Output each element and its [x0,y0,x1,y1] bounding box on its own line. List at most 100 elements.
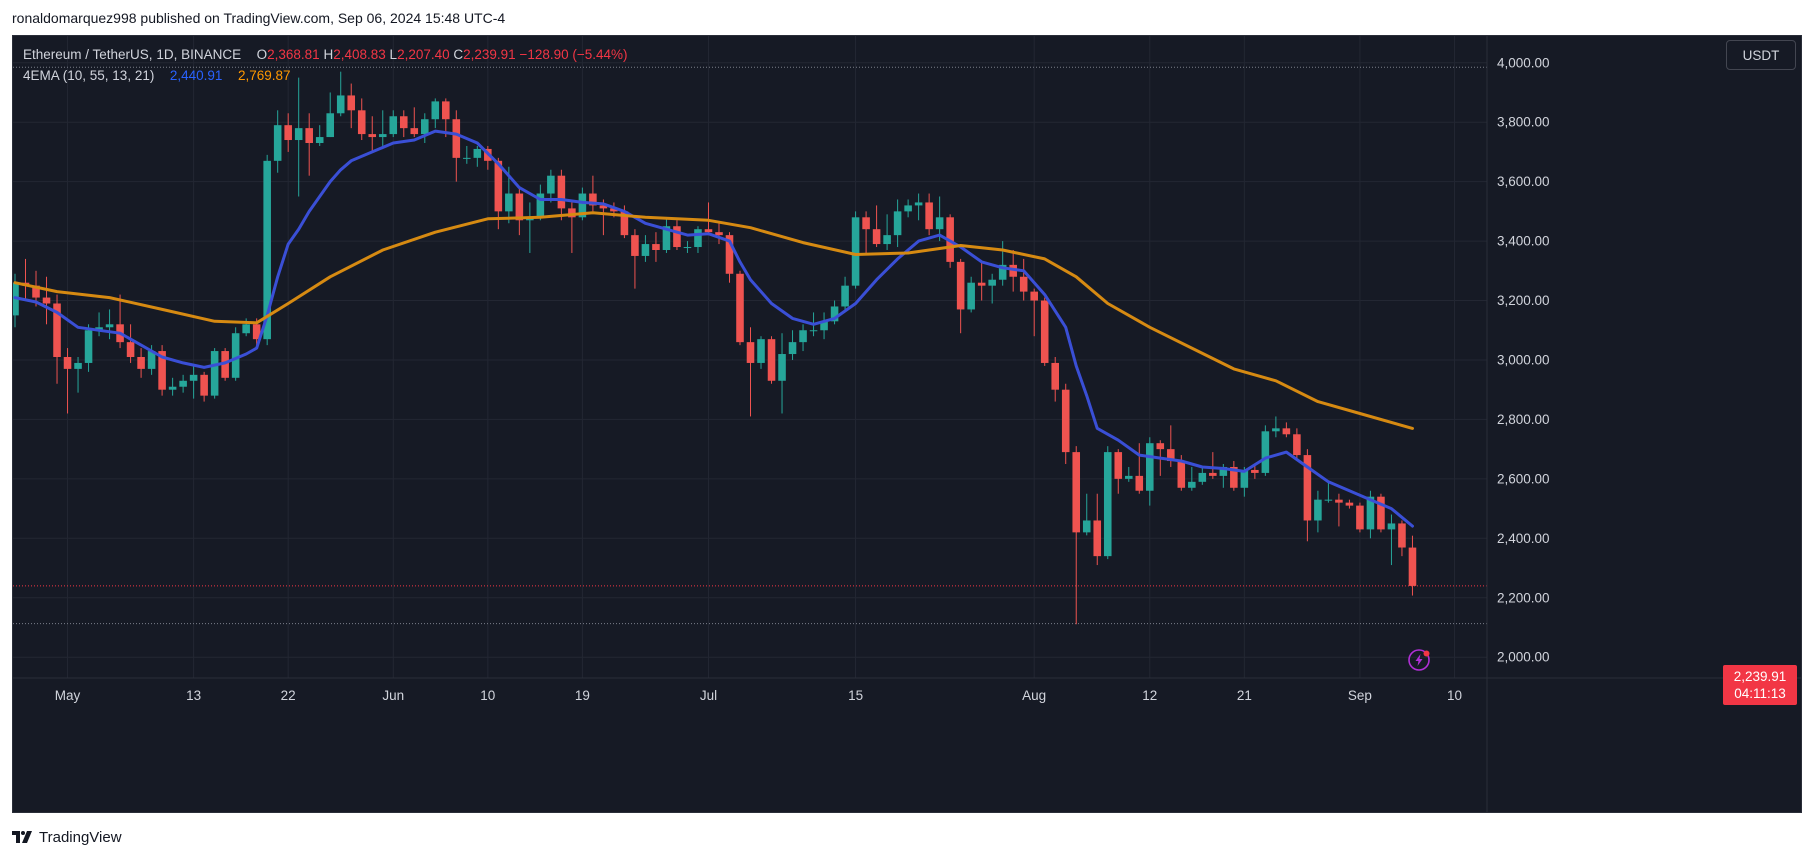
y-tick-label: 2,200.00 [1497,590,1550,605]
candle-down [599,205,608,209]
candlestick-chart[interactable]: 2,000.00 2,200.00 2,400.00 2,600.00 2,800.00… [13,36,1801,812]
candle-down [715,232,723,236]
low-value: 2,207.40 [397,47,450,62]
candle-up [147,351,156,369]
candle-down [1293,434,1301,456]
candle-up [473,148,482,158]
candle-up [998,264,1007,280]
candle-down [42,297,51,304]
candle-down [1356,505,1364,530]
candle-down [1303,455,1312,521]
candle-up [210,351,219,396]
candle-down [452,119,461,158]
indicator-name[interactable]: 4EMA (10, 55, 13, 21) [23,68,155,83]
candle-up [1103,452,1112,557]
candle-up [242,324,250,334]
y-tick-label: 3,600.00 [1497,174,1550,189]
candle-down [515,193,524,221]
currency-button[interactable]: USDT [1726,40,1796,70]
candle-down [652,244,660,250]
candle-down [137,357,145,369]
candle-up [95,327,103,331]
candle-up [326,113,334,138]
candle-up [830,306,839,322]
candle-up [536,193,545,218]
candle-up [1146,443,1154,491]
candle-up [914,202,923,206]
candle-down [862,217,870,230]
candle-down [1230,466,1238,488]
ema-slow-line [13,211,1414,430]
y-tick-label: 4,000.00 [1497,55,1550,70]
candle-up [84,330,93,363]
candle-up [505,193,513,212]
candle-down [1335,499,1343,503]
candle-up [189,374,198,381]
candle-down [126,342,135,357]
ema-fast-value: 2,440.91 [169,68,223,83]
x-tick-label: 12 [1142,688,1157,703]
low-label: L [389,47,398,62]
candle-down [494,160,503,212]
candle-up [463,157,471,159]
indicator-row: 4EMA (10, 55, 13, 21) 2,440.91 2,769.87 [23,65,628,86]
candle-up [431,101,440,120]
y-tick-label: 3,000.00 [1497,352,1550,367]
change-value: −128.90 (−5.44%) [519,47,628,62]
close-label: C [453,47,464,62]
x-tick-label: 22 [281,688,296,703]
candle-down [200,374,208,396]
candle-up [421,119,429,135]
candle-up [578,193,587,218]
candle-down [725,235,734,274]
candle-up [1082,520,1091,533]
candle-down [284,125,292,141]
candle-down [568,208,576,218]
x-tick-label: 13 [186,688,201,703]
candle-down [1209,472,1217,476]
open-value: 2,368.81 [267,47,320,62]
candle-down [221,351,229,378]
candle-down [1251,469,1259,473]
candle-down [1135,475,1144,491]
bar-countdown: 04:11:13 [1734,686,1786,701]
candle-down [557,175,566,209]
candle-down [1114,452,1123,479]
candle-up [378,134,387,138]
candle-down [1167,449,1175,462]
candle-down [399,116,408,129]
open-label: O [256,47,268,62]
candle-up [883,235,891,245]
x-tick-label: 19 [575,688,590,703]
candle-up [967,282,975,310]
candle-down [1398,523,1406,548]
candle-up [904,205,912,212]
candle-down [610,208,618,212]
candle-up [1188,481,1196,488]
chart-panel[interactable]: 2,000.00 2,200.00 2,400.00 2,600.00 2,800.00… [12,35,1802,813]
symbol-name[interactable]: Ethereum / TetherUS, 1D, BINANCE [23,47,242,62]
candle-up [1272,428,1280,432]
candle-down [63,357,72,369]
candle-down [347,95,356,111]
candle-down [977,282,986,286]
y-tick-label: 2,800.00 [1497,412,1550,427]
candle-down [1408,547,1417,586]
lightning-icon[interactable] [1408,649,1430,671]
candle-up [820,321,828,331]
y-tick-label: 3,800.00 [1497,115,1550,130]
footer-brand-text: TradingView [39,828,122,846]
candle-up [988,279,996,286]
candle-up [841,285,849,307]
candle-down [1156,443,1165,450]
candle-up [694,229,702,248]
candle-down [32,285,40,298]
candle-down [746,342,755,363]
footer-brand[interactable]: TradingView [12,826,122,848]
candle-up [788,342,797,355]
last-price-badge: 2,239.91 04:11:13 [1723,665,1797,705]
candle-up [757,339,765,363]
candle-down [1072,452,1081,533]
candle-up [294,128,303,141]
y-tick-label: 2,400.00 [1497,531,1550,546]
